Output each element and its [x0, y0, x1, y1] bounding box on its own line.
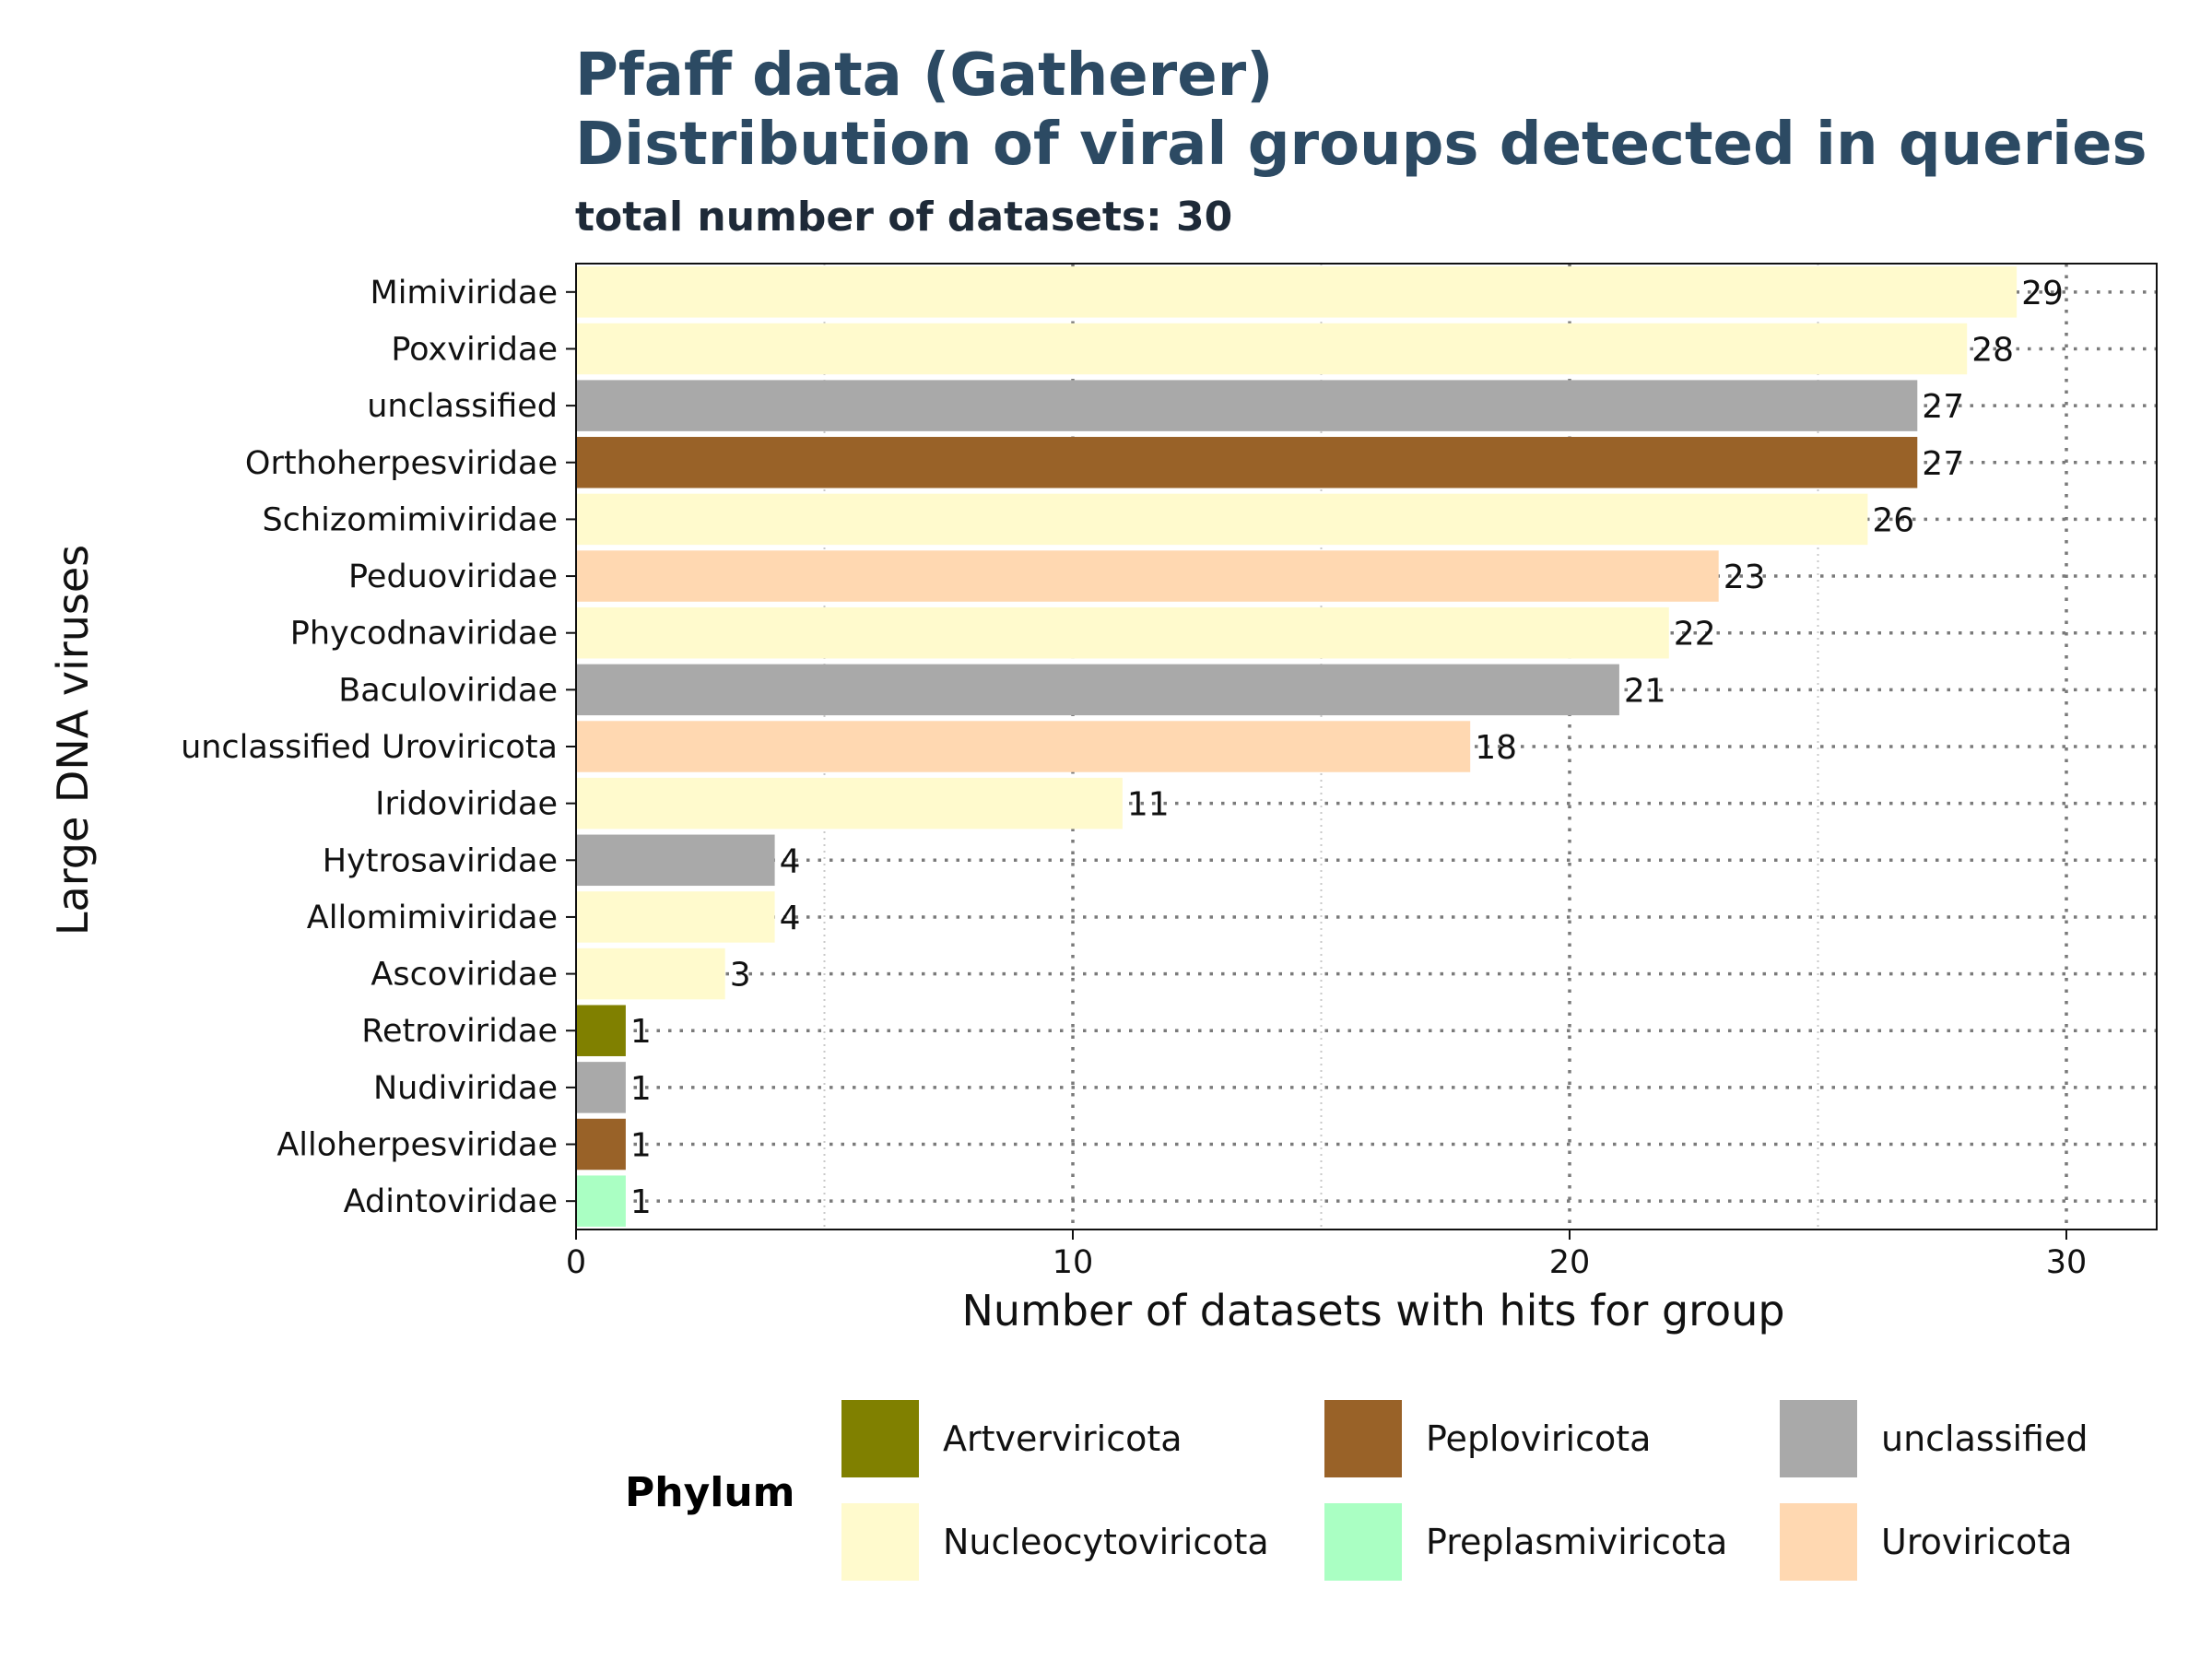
bar — [576, 323, 1968, 375]
bar-value-label: 23 — [1724, 559, 1766, 596]
legend-key — [1780, 1400, 1857, 1477]
chart-title-line2: Distribution of viral groups detected in… — [575, 111, 2147, 179]
legend-key — [1324, 1503, 1402, 1581]
bar-value-label: 1 — [630, 1013, 652, 1051]
legend-key — [1780, 1503, 1857, 1581]
legend-label: Preplasmiviricota — [1426, 1522, 1727, 1562]
category-label: Peduoviridae — [348, 559, 558, 595]
x-tick-label: 30 — [2046, 1244, 2088, 1281]
bar — [576, 1118, 626, 1171]
category-label: Nudiviridae — [373, 1070, 558, 1107]
bar-value-label: 3 — [730, 957, 751, 994]
category-label: Ascoviridae — [371, 957, 558, 994]
bar — [576, 777, 1123, 830]
plot-border — [575, 263, 2158, 1230]
bar-value-label: 27 — [1922, 445, 1964, 483]
legend-title: Phylum — [625, 1469, 795, 1516]
bar — [576, 1062, 626, 1113]
category-label: Alloherpesviridae — [276, 1127, 558, 1164]
bar — [576, 1005, 626, 1056]
legend: Artverviricota Peploviricota unclassified N… — [841, 1400, 2088, 1581]
y-axis-label: Large DNA viruses — [48, 545, 98, 935]
bar — [576, 550, 1719, 602]
bar-value-label: 28 — [1971, 331, 2014, 369]
bar — [576, 437, 1918, 488]
legend-label: unclassified — [1881, 1418, 2088, 1459]
category-label: Baculoviridae — [338, 672, 558, 709]
bar-value-label: 21 — [1624, 672, 1666, 710]
legend-label: Peploviricota — [1426, 1418, 1651, 1459]
bar-value-label: 1 — [630, 1183, 652, 1221]
category-label: Iridoviridae — [375, 786, 558, 823]
bar-value-label: 18 — [1475, 729, 1517, 767]
category-label: Phycodnaviridae — [290, 616, 558, 653]
legend-label: Nucleocytoviricota — [943, 1522, 1269, 1562]
x-tick-label: 0 — [566, 1244, 586, 1281]
bar-value-label: 4 — [780, 900, 801, 937]
bar-value-label: 1 — [630, 1070, 652, 1108]
legend-key — [841, 1400, 919, 1477]
plot-area: 29 Mimiviridae 28 Poxviridae 27 unclassified 2… — [181, 263, 2158, 1281]
bar-value-label: 22 — [1674, 616, 1716, 653]
legend-key — [1324, 1400, 1402, 1477]
bar-value-label: 29 — [2021, 275, 2064, 312]
category-label: Mimiviridae — [371, 275, 559, 312]
category-label: unclassified — [367, 388, 558, 425]
x-tick-label: 20 — [1549, 1244, 1591, 1281]
category-label: Hytrosaviridae — [323, 842, 558, 879]
legend-label: Uroviricota — [1881, 1522, 2072, 1562]
chart-subtitle: total number of datasets: 30 — [575, 194, 1232, 241]
x-tick-label: 10 — [1053, 1244, 1094, 1281]
bar — [576, 834, 775, 887]
bar-value-label: 27 — [1922, 388, 1964, 426]
bar — [576, 380, 1918, 431]
bar — [576, 1175, 626, 1227]
category-label: Allomimiviridae — [307, 900, 558, 936]
bar — [576, 664, 1619, 716]
bar — [576, 606, 1669, 659]
legend-label: Artverviricota — [943, 1418, 1182, 1459]
legend-key — [841, 1503, 919, 1581]
bar — [576, 891, 775, 943]
bar-value-label: 1 — [630, 1127, 652, 1165]
bar-value-label: 26 — [1872, 501, 1914, 539]
category-label: Retroviridae — [361, 1013, 558, 1050]
category-label: Adintoviridae — [344, 1183, 558, 1220]
category-label: Schizomimiviridae — [262, 501, 558, 538]
bar-value-label: 11 — [1127, 786, 1170, 824]
bar — [576, 721, 1471, 772]
x-axis-label: Number of datasets with hits for group — [961, 1286, 1784, 1335]
chart-title-line1: Pfaff data (Gatherer) — [575, 41, 1273, 110]
bar-value-label: 4 — [780, 842, 801, 880]
bar — [576, 947, 725, 1000]
category-label: unclassified Uroviricota — [181, 729, 558, 766]
bar — [576, 266, 2018, 318]
bar — [576, 493, 1868, 546]
category-label: Poxviridae — [391, 331, 558, 368]
category-label: Orthoherpesviridae — [245, 445, 558, 482]
